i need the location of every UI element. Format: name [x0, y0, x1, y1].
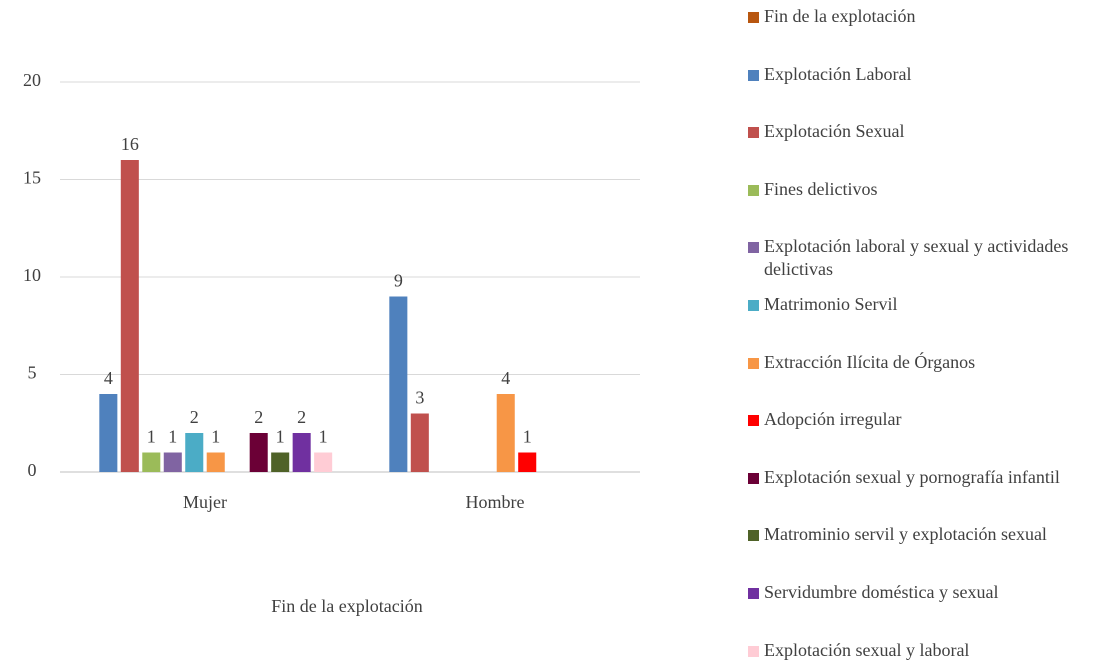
data-label: 9: [394, 271, 403, 291]
legend-label: Fin de la explotación: [764, 6, 916, 26]
legend-item: Explotación sexual y laboral: [748, 639, 1098, 662]
legend-item: Fines delictivos: [748, 178, 1098, 201]
legend-item: Explotación Sexual: [748, 120, 1098, 143]
data-label: 1: [276, 427, 285, 447]
legend-swatch: [748, 415, 759, 427]
legend-swatch: [748, 12, 759, 23]
bar: [249, 433, 268, 472]
legend-swatch: [748, 69, 759, 81]
data-label: 4: [104, 368, 113, 388]
legend-swatch: [748, 184, 759, 196]
data-label: 16: [121, 134, 139, 154]
data-label: 1: [147, 427, 156, 447]
bar: [410, 413, 429, 472]
data-label: 1: [523, 427, 532, 447]
legend-label: Fines delictivos: [764, 178, 878, 199]
bar: [389, 296, 408, 472]
x-axis-title: Fin de la explotación: [271, 596, 422, 616]
legend-label: Adopción irregular: [764, 409, 902, 430]
legend-swatch: [748, 588, 759, 599]
data-label: 2: [190, 407, 199, 427]
legend-swatch: [748, 242, 759, 254]
bar: [185, 433, 204, 472]
legend-label: Servidumbre doméstica y sexual: [764, 582, 999, 602]
legend-swatch: [748, 300, 759, 311]
data-label: 1: [211, 427, 220, 447]
legend-item: Explotación Laboral: [748, 63, 1098, 86]
data-label: 4: [501, 368, 510, 388]
legend-label: Matrimonio Servil: [764, 294, 898, 314]
x-tick-label: Hombre: [466, 492, 525, 512]
legend-swatch: [748, 357, 759, 369]
legend-item: Explotación laboral y sexual y actividad…: [748, 235, 1098, 281]
x-tick-label: Mujer: [183, 492, 227, 512]
legend-label: Explotación sexual y pornografía infanti…: [764, 466, 1060, 487]
legend-swatch: [748, 645, 759, 657]
bar: [163, 452, 182, 472]
bar: [206, 452, 225, 472]
legend-label: Explotación laboral y sexual y actividad…: [764, 236, 1069, 280]
y-tick-label: 20: [23, 70, 41, 90]
legend-swatch: [748, 472, 759, 484]
legend-item: Explotación sexual y pornografía infanti…: [748, 466, 1098, 489]
legend-label: Explotación sexual y laboral: [764, 639, 970, 660]
legend-item: Fin de la explotación: [748, 5, 1098, 28]
legend-label: Extracción Ilícita de Órganos: [764, 351, 976, 372]
bar: [496, 394, 515, 472]
data-label: 2: [254, 407, 263, 427]
legend-item: Servidumbre doméstica y sexual: [748, 581, 1098, 604]
bar: [518, 452, 537, 472]
legend-swatch: [748, 530, 759, 542]
legend-item: Extracción Ilícita de Órganos: [748, 351, 1098, 374]
y-tick-label: 10: [23, 265, 41, 285]
legend-label: Explotación Laboral: [764, 63, 912, 84]
data-label: 1: [319, 427, 328, 447]
bar: [120, 160, 139, 472]
bar: [142, 452, 161, 472]
bar: [292, 433, 311, 472]
y-tick-label: 15: [23, 168, 41, 188]
legend-item: Matrominio servil y explotación sexual: [748, 523, 1098, 546]
bar: [271, 452, 290, 472]
data-label: 1: [168, 427, 177, 447]
data-label: 2: [297, 407, 306, 427]
legend-label: Explotación Sexual: [764, 121, 905, 142]
legend-label: Matrominio servil y explotación sexual: [764, 524, 1047, 545]
legend-item: Adopción irregular: [748, 408, 1098, 431]
legend-swatch: [748, 127, 759, 139]
y-tick-label: 5: [28, 363, 37, 383]
bar: [314, 452, 333, 472]
data-label: 3: [415, 388, 424, 408]
bar: [99, 394, 118, 472]
y-tick-label: 0: [28, 460, 37, 480]
legend-item: Matrimonio Servil: [748, 293, 1098, 316]
